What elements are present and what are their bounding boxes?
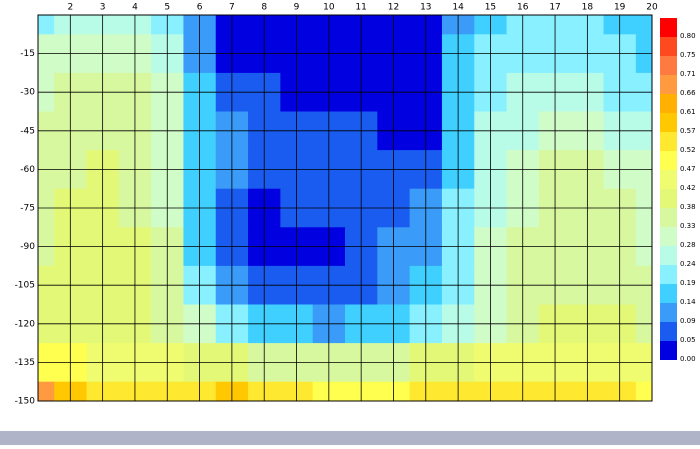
colorbar-swatch: [660, 37, 677, 56]
cell: [635, 15, 652, 35]
x-tick-label: 3: [100, 3, 106, 13]
x-tick-label: 2: [67, 3, 73, 13]
y-tick-label: -60: [20, 165, 35, 175]
colorbar-swatch: [660, 322, 677, 341]
colorbar-swatch: [660, 189, 677, 208]
colorbar-label: 0.42: [680, 184, 696, 192]
x-tick-label: 13: [420, 3, 431, 13]
colorbar-label: 0.71: [680, 70, 696, 78]
colorbar-label: 0.00: [680, 355, 696, 363]
colorbar-label: 0.52: [680, 146, 696, 154]
cell: [635, 381, 652, 401]
x-tick-label: 7: [229, 3, 235, 13]
colorbar-label: 0.66: [680, 89, 696, 97]
colorbar-label: 0.05: [680, 336, 696, 344]
colorbar-swatch: [660, 227, 677, 246]
colorbar-swatch: [660, 132, 677, 151]
colorbar-label: 0.57: [680, 127, 696, 135]
colorbar-swatch: [660, 170, 677, 189]
colorbar-swatch: [660, 18, 677, 37]
colorbar-swatch: [660, 113, 677, 132]
colorbar-label: 0.19: [680, 279, 696, 287]
x-tick-label: 11: [355, 3, 366, 13]
colorbar-label: 0.75: [680, 51, 696, 59]
noise-strip: [0, 431, 700, 445]
x-tick-label: 14: [452, 3, 464, 13]
x-tick-label: 17: [549, 3, 560, 13]
x-tick-label: 6: [197, 3, 203, 13]
y-tick-label: -105: [15, 281, 35, 291]
colorbar-swatch: [660, 246, 677, 265]
y-tick-label: -30: [20, 88, 35, 98]
colorbar-label: 0.14: [680, 298, 696, 306]
x-tick-label: 4: [132, 3, 138, 13]
colorbar-swatch: [660, 303, 677, 322]
x-tick-label: 16: [517, 3, 529, 13]
x-tick-label: 8: [261, 3, 267, 13]
colorbar-swatch: [660, 94, 677, 113]
colorbar-label: 0.33: [680, 222, 696, 230]
cell: [38, 15, 55, 35]
x-tick-label: 12: [388, 3, 399, 13]
x-tick-label: 10: [323, 3, 335, 13]
y-tick-label: -135: [15, 358, 35, 368]
colorbar-label: 0.61: [680, 108, 696, 116]
y-tick-label: -75: [20, 204, 35, 214]
cell: [38, 381, 55, 401]
colorbar-label: 0.09: [680, 317, 696, 325]
colorbar-label: 0.80: [680, 32, 696, 40]
x-tick-label: 18: [582, 3, 594, 13]
colorbar-swatch: [660, 284, 677, 303]
colorbar-label: 0.28: [680, 241, 696, 249]
colorbar-swatch: [660, 265, 677, 284]
colorbar-label: 0.47: [680, 165, 696, 173]
x-tick-label: 19: [614, 3, 626, 13]
x-tick-label: 15: [485, 3, 496, 13]
x-tick-label: 20: [646, 3, 658, 13]
colorbar-swatch: [660, 341, 677, 360]
colorbar-swatch: [660, 56, 677, 75]
y-tick-label: -120: [15, 319, 36, 329]
colorbar-swatch: [660, 151, 677, 170]
y-tick-label: -90: [20, 242, 35, 252]
heatmap: [38, 15, 652, 401]
x-tick-label: 5: [164, 3, 170, 13]
y-tick-label: -45: [20, 126, 35, 136]
colorbar-swatch: [660, 75, 677, 94]
colorbar-label: 0.38: [680, 203, 696, 211]
colorbar: 0.00 0.05 0.09 0.14 0.19 0.24 0.28 0.33 0.38 0.42…: [660, 18, 696, 363]
grid: 2 3 4 5 6 7 8 9 10 11 12 13 14 15 16 17 18 19 20 -15 -30 -45 -…: [15, 3, 658, 407]
colorbar-label: 0.24: [680, 260, 696, 268]
y-tick-label: -150: [15, 397, 36, 407]
y-tick-label: -15: [20, 49, 35, 59]
x-tick-label: 9: [294, 3, 300, 13]
colorbar-swatch: [660, 208, 677, 227]
